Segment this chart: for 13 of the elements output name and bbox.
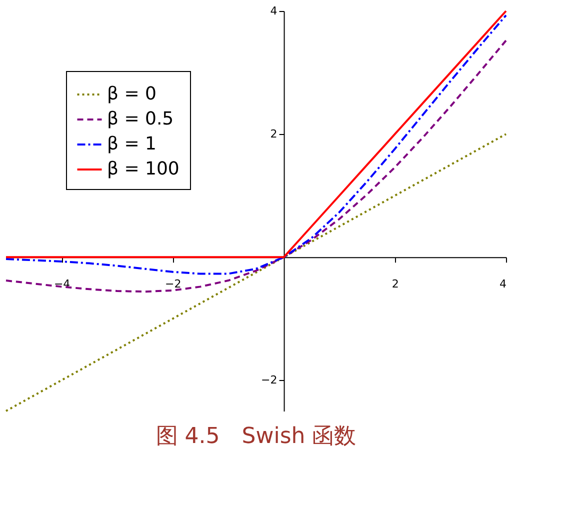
legend-label: β = 0 <box>107 84 156 104</box>
line-series <box>5 40 507 293</box>
legend-label: β = 0.5 <box>107 108 174 130</box>
x-tick-label: −2 <box>165 278 182 291</box>
x-tick-label: 2 <box>392 278 399 291</box>
legend-label: β = 100 <box>107 158 180 180</box>
y-tick-label: −2 <box>261 374 278 387</box>
x-tick-label: 4 <box>500 278 506 291</box>
x-tick-label: −4 <box>54 278 70 291</box>
y-tick-label: 2 <box>270 128 278 141</box>
text: 图 4.5 Swish 函数 <box>156 424 356 449</box>
y-tick-label: 4 <box>270 4 278 18</box>
legend-label: β = 1 <box>107 134 156 154</box>
